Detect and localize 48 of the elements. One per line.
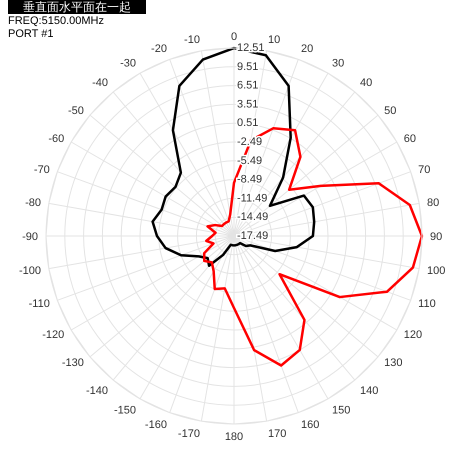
y-tick-label: -17.49 [237,230,268,242]
spoke-label: -140 [86,384,108,397]
y-tick-label: -8.49 [237,174,262,186]
spoke-label: 30 [332,57,344,70]
spoke-label: -30 [120,57,136,70]
spoke-label: 100 [427,264,446,277]
spoke-label: 60 [404,132,416,145]
spoke-label: 10 [268,34,280,46]
spoke-label: -10 [184,34,200,46]
spoke-label: -130 [62,356,84,369]
spoke-label: 150 [332,404,350,417]
spoke-label: -170 [178,428,200,440]
y-tick-label: -11.49 [237,192,268,204]
spoke-label: -20 [151,42,167,55]
spoke-label: -120 [42,328,64,341]
spoke-label: 180 [224,430,244,443]
spoke-label: -40 [92,76,108,89]
text: PORT #1 [8,28,54,41]
spoke-label: 110 [418,298,436,310]
spoke-label: 120 [404,328,422,341]
y-tick-label: 9.51 [237,60,258,73]
y-tick-label: 6.51 [237,80,258,92]
spoke-label: 70 [418,164,430,176]
y-tick-label: 3.51 [237,98,258,110]
spoke-label: -150 [114,404,136,417]
spoke-label: 50 [384,104,396,117]
spoke-label: 140 [360,384,378,397]
spoke-label: -100 [18,264,41,277]
spoke-label: 20 [301,42,314,55]
spoke-label: 80 [427,196,440,209]
y-tick-label: 0.51 [237,117,258,130]
spoke-label: 90 [430,230,442,243]
spoke-label: -90 [22,230,38,243]
text: FREQ:5150.00MHz [8,15,104,28]
spoke-label: -80 [25,196,41,209]
spoke-label: 0 [230,31,238,43]
spoke-label: -50 [68,104,84,117]
spoke-label: -160 [144,418,167,431]
y-tick-label: 12.51 [237,42,265,54]
spoke-label: 170 [268,428,286,440]
y-tick-label: -14.49 [237,211,268,224]
spoke-label: 40 [360,76,372,89]
spoke-label: -110 [28,298,50,310]
spoke-label: -70 [34,164,50,176]
spoke-label: -60 [48,132,64,145]
chart-title: 垂直面水平面在一起 [8,0,146,14]
spoke-label: 160 [301,418,320,431]
spoke-label: 130 [384,356,403,369]
